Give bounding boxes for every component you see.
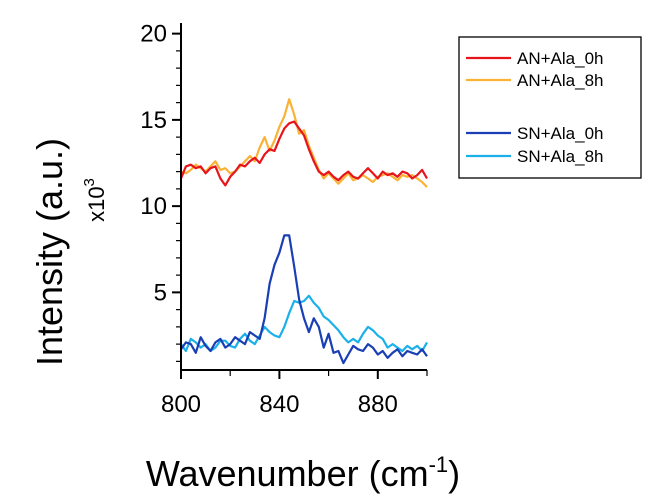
legend-entry-sn-ala-8h: SN+Ala_8h xyxy=(466,147,603,166)
y-multiplier-exponent: 3 xyxy=(81,178,98,186)
legend-entry-sn-ala-0h: SN+Ala_0h xyxy=(466,124,603,143)
legend-label: AN+Ala_0h xyxy=(517,49,603,68)
y-multiplier: x103 xyxy=(81,178,109,222)
y-tick-label: 20 xyxy=(140,21,167,48)
axes xyxy=(180,23,427,371)
legend-label: SN+Ala_0h xyxy=(517,124,603,143)
series-line-sn-ala-8h xyxy=(180,294,428,353)
y-tick-label: 5 xyxy=(154,279,167,306)
x-tick-label: 880 xyxy=(358,391,398,418)
x-axis-title-superscript: -1 xyxy=(429,452,449,477)
legend: AN+Ala_0h AN+Ala_8h SN+Ala_0h SN+Ala_8h xyxy=(458,36,642,179)
x-axis-title-suffix: ) xyxy=(448,453,460,494)
x-axis-title-main: Wavenumber (cm xyxy=(146,453,429,494)
y-axis-title: Intensity (a.u.) xyxy=(29,138,70,366)
x-tick-label: 840 xyxy=(259,391,299,418)
legend-frame xyxy=(458,36,642,179)
legend-entry-an-ala-8h: AN+Ala_8h xyxy=(466,71,603,90)
y-tick-label: 15 xyxy=(140,107,167,134)
series-line-sn-ala-0h xyxy=(180,234,428,365)
legend-label: SN+Ala_8h xyxy=(517,147,603,166)
x-axis-title: Wavenumber (cm-1) xyxy=(146,452,460,494)
plot-area xyxy=(179,98,428,365)
legend-entry-an-ala-0h: AN+Ala_0h xyxy=(466,49,603,68)
series-line-an-ala-0h xyxy=(179,120,428,187)
y-tick-label: 10 xyxy=(140,193,167,220)
legend-label: AN+Ala_8h xyxy=(517,71,603,90)
y-multiplier-base: x10 xyxy=(84,186,109,221)
x-tick-label: 800 xyxy=(161,391,201,418)
ticks: 5 10 15 20 800 840 880 xyxy=(140,21,428,418)
